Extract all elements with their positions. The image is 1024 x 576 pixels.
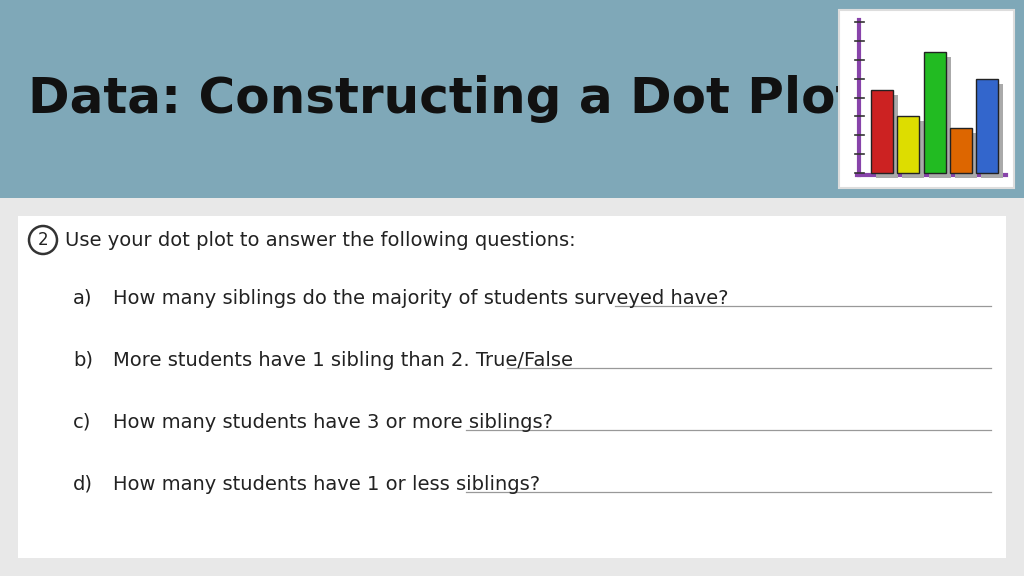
FancyBboxPatch shape [897,116,920,173]
Text: Data: Constructing a Dot Plot: Data: Constructing a Dot Plot [28,75,859,123]
FancyBboxPatch shape [18,216,1006,558]
Text: d): d) [73,475,93,494]
Text: How many siblings do the majority of students surveyed have?: How many siblings do the majority of stu… [113,289,728,308]
FancyBboxPatch shape [976,79,997,173]
FancyBboxPatch shape [981,84,1002,178]
Text: 2: 2 [38,231,48,249]
FancyBboxPatch shape [929,57,950,178]
Text: c): c) [73,412,91,431]
FancyBboxPatch shape [0,0,1024,198]
FancyBboxPatch shape [954,132,977,178]
Text: a): a) [73,289,92,308]
Text: How many students have 3 or more siblings?: How many students have 3 or more sibling… [113,412,553,431]
Text: Use your dot plot to answer the following questions:: Use your dot plot to answer the followin… [65,230,575,249]
FancyBboxPatch shape [877,95,898,178]
FancyBboxPatch shape [871,90,893,173]
FancyBboxPatch shape [0,198,1024,576]
Text: b): b) [73,351,93,369]
FancyBboxPatch shape [924,52,945,173]
FancyBboxPatch shape [839,10,1014,188]
FancyBboxPatch shape [949,128,972,173]
Text: How many students have 1 or less siblings?: How many students have 1 or less sibling… [113,475,540,494]
Text: More students have 1 sibling than 2. True/False: More students have 1 sibling than 2. Tru… [113,351,573,369]
Circle shape [29,226,57,254]
FancyBboxPatch shape [902,120,925,178]
